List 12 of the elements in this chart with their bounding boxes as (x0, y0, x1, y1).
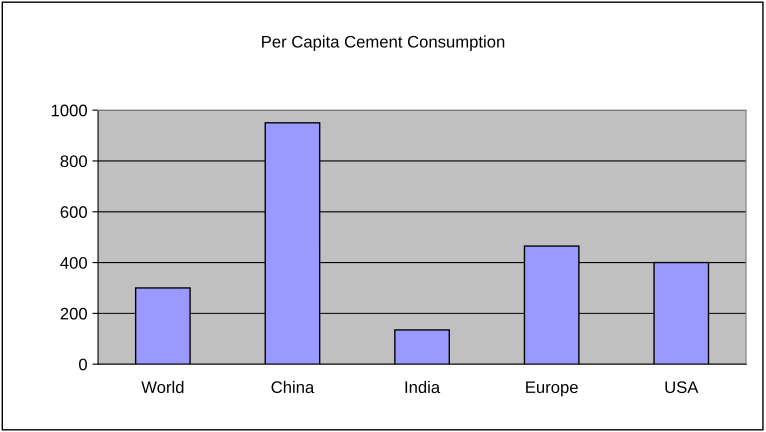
x-tick-label: World (141, 380, 184, 394)
y-tick-label: 800 (60, 155, 87, 168)
y-tick-label: 1000 (52, 104, 87, 116)
x-tick-label: China (272, 380, 314, 394)
y-tick-label: 400 (60, 256, 87, 269)
chart-title: Per Capita Cement Consumption (262, 35, 504, 51)
x-tick-label: USA (665, 381, 698, 394)
x-tick-label: Europe (526, 381, 578, 396)
y-tick-label: 200 (60, 308, 87, 320)
y-tick-label: 600 (60, 206, 87, 218)
y-tick-label: 0 (79, 358, 87, 370)
x-tick-label: India (406, 380, 440, 394)
